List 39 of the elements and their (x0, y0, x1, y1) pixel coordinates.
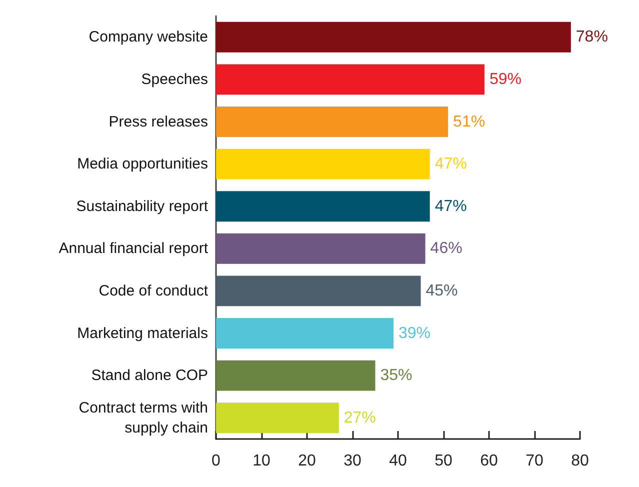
y-tick-label: Media opportunities (77, 156, 208, 173)
x-tick-label: 0 (212, 452, 221, 470)
data-label: 46% (430, 240, 462, 258)
data-label: 47% (434, 156, 467, 173)
bar (216, 22, 571, 52)
y-tick-label: Code of conduct (98, 282, 209, 300)
y-tick-label: Sustainability report (76, 198, 209, 215)
bar (216, 360, 376, 391)
data-label: 27% (344, 409, 376, 426)
data-label: 47% (434, 198, 467, 215)
bar (216, 106, 448, 137)
y-tick-label: Press releases (108, 113, 208, 130)
y-tick-label: Marketing materials (77, 324, 208, 342)
bar (216, 148, 430, 180)
data-label: 35% (380, 367, 412, 384)
data-label: 39% (398, 324, 430, 342)
y-tick-label: Company website (88, 28, 208, 46)
y-tick-label: Annual financial report (58, 240, 209, 258)
data-label: 59% (489, 70, 522, 88)
y-tick-label: Speeches (141, 70, 208, 88)
x-tick-label: 80 (571, 452, 589, 470)
data-label: 78% (576, 28, 608, 46)
x-tick-label: 30 (344, 452, 362, 470)
bar (216, 233, 426, 264)
data-label: 45% (426, 282, 458, 300)
x-tick-label: 10 (252, 452, 270, 470)
y-tick-label: Contract terms with supply chain (78, 399, 208, 436)
bar (216, 64, 484, 95)
bar (216, 402, 339, 434)
bar (216, 276, 421, 306)
x-tick-label: 70 (526, 452, 544, 470)
bar (216, 191, 430, 222)
y-tick-label: Stand alone COP (91, 367, 208, 384)
x-tick-label: 60 (480, 452, 498, 470)
x-tick-label: 50 (434, 452, 452, 470)
data-label: 51% (453, 113, 486, 130)
bar (216, 318, 394, 348)
x-tick-label: 20 (298, 452, 316, 470)
x-tick-label: 40 (389, 452, 407, 470)
